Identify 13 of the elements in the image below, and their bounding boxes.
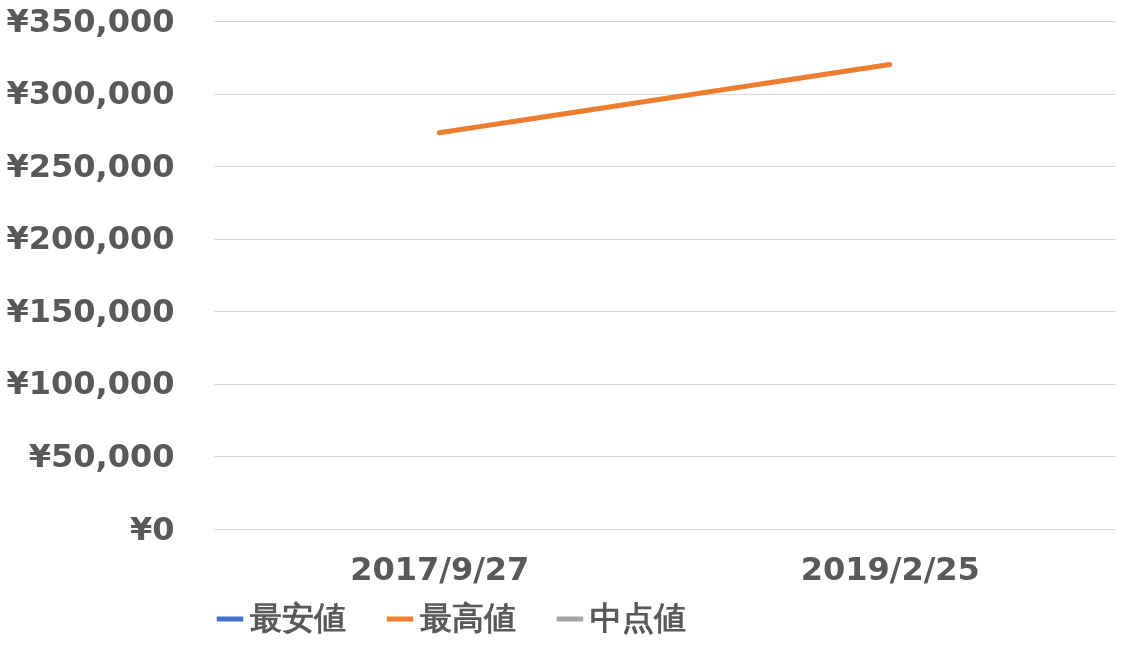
y-tick-label: ¥300,000	[6, 74, 175, 113]
legend-label: 最安値	[250, 599, 346, 637]
legend-label: 中点値	[590, 599, 686, 637]
y-tick-label: ¥50,000	[28, 436, 175, 475]
x-tick-label: 2019/2/25	[800, 549, 980, 588]
y-tick-label: ¥200,000	[6, 219, 175, 258]
y-tick-label: ¥0	[129, 509, 175, 548]
y-tick-label: ¥150,000	[6, 291, 175, 330]
legend-label: 最高値	[420, 599, 516, 637]
y-tick-label: ¥250,000	[6, 146, 175, 185]
y-tick-label: ¥350,000	[6, 1, 175, 40]
y-tick-label: ¥100,000	[6, 364, 175, 403]
x-tick-label: 2017/9/27	[350, 549, 530, 588]
